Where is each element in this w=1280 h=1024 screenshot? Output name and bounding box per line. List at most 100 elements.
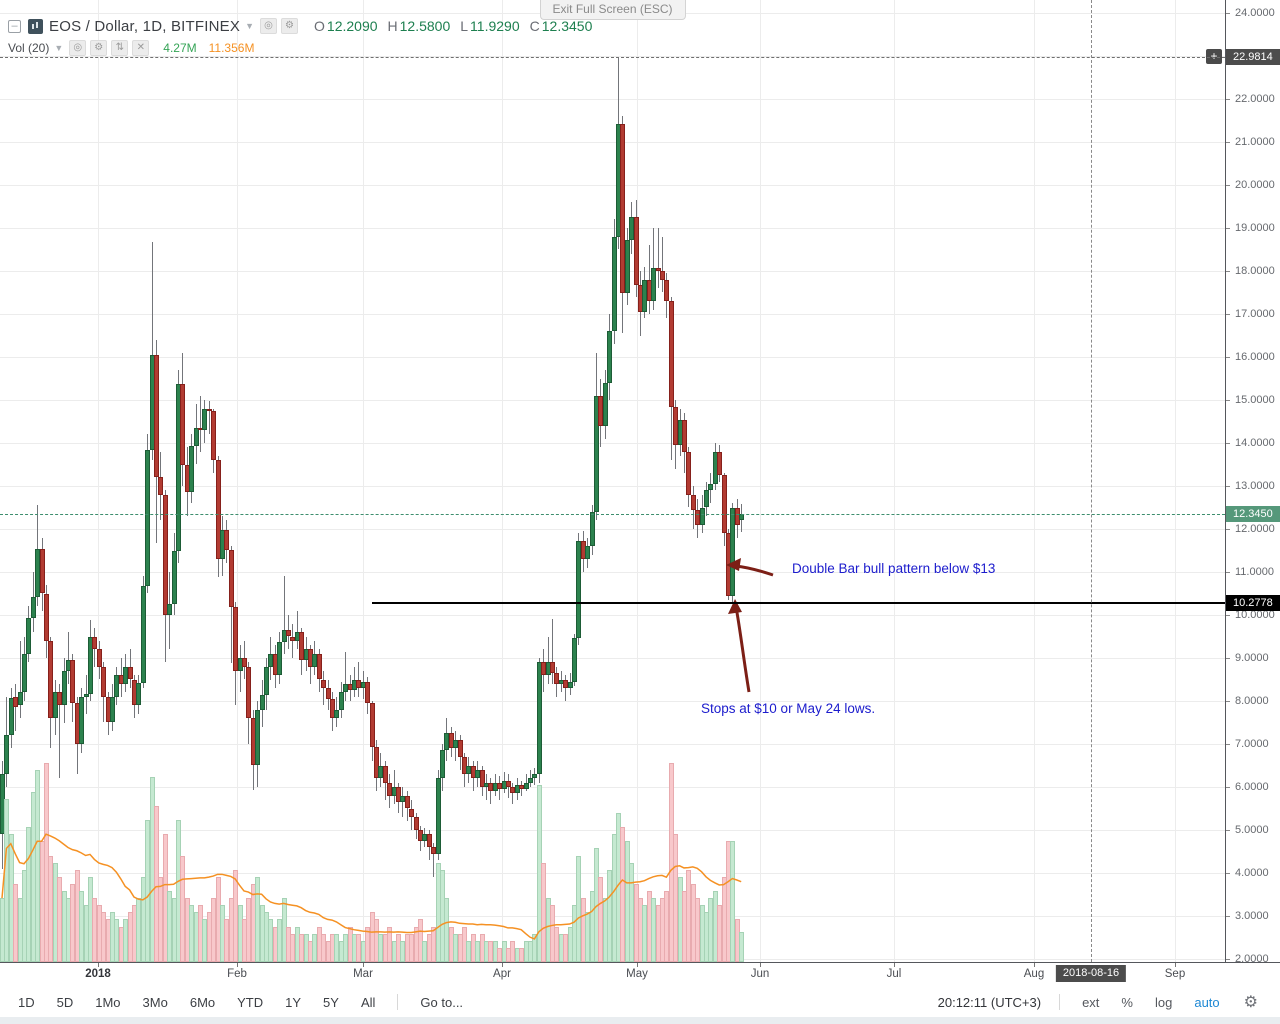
gridline-vertical [1175, 0, 1176, 962]
ohlc-readout: O 12.2090 H 12.5800 L 11.9290 C 12.3450 [314, 18, 593, 34]
time-tick-mark [894, 963, 895, 967]
range-button-all[interactable]: All [360, 994, 376, 1010]
price-tick-label: 17.0000 [1226, 307, 1280, 321]
time-tick-mark [760, 963, 761, 967]
mode-button-log[interactable]: log [1154, 994, 1173, 1010]
candle-up [440, 750, 445, 779]
candle-down [96, 649, 102, 667]
clock[interactable]: 20:12:11 (UTC+3) [937, 994, 1042, 1010]
candle-down [330, 698, 335, 719]
candle-wick [552, 619, 553, 684]
range-button-ytd[interactable]: YTD [237, 994, 264, 1010]
gridline-vertical [760, 0, 761, 962]
alert-price-line[interactable] [0, 56, 1225, 58]
range-button-5y[interactable]: 5Y [323, 994, 339, 1010]
time-tick-mark [502, 963, 503, 967]
gridline-vertical [894, 0, 895, 962]
mode-button-auto[interactable]: auto [1194, 994, 1220, 1010]
gridline-horizontal [0, 443, 1225, 444]
scale-mode-buttons: ext% log auto [1060, 995, 1220, 1010]
candle-up [145, 449, 151, 587]
candle-down [409, 808, 415, 818]
chevron-down-icon[interactable]: ▼ [54, 43, 64, 53]
time-tick-label: Feb [227, 968, 247, 980]
hide-series-icon[interactable]: ◎ [260, 18, 278, 34]
alert-price-label: 22.9814 [1226, 48, 1280, 65]
candle-wick [283, 576, 285, 654]
range-button-1y[interactable]: 1Y [285, 994, 302, 1010]
candle-up [255, 709, 261, 766]
candle-wick [547, 636, 549, 684]
candle-down [413, 817, 419, 830]
candle-down [228, 550, 234, 607]
candle-wick [208, 400, 210, 435]
mode-button-percent[interactable]: % [1121, 994, 1133, 1010]
go-to-button[interactable]: Go to... [420, 994, 464, 1010]
time-tick-mark [363, 963, 364, 967]
range-button-6mo[interactable]: 6Mo [189, 994, 216, 1010]
candle-down [242, 658, 247, 667]
gridline-horizontal [0, 572, 1225, 573]
high-value: 12.5800 [399, 18, 451, 34]
candle-down [682, 420, 687, 452]
series-settings-icon[interactable]: ⚙ [281, 18, 299, 34]
price-axis[interactable]: 2.0000 3.0000 4.0000 5.0000 6.0000 7.0000 8.00… [1225, 0, 1280, 965]
indicator-settings-icon[interactable]: ⚙ [90, 40, 108, 56]
candle-down [48, 640, 54, 719]
chevron-down-icon[interactable]: ▼ [245, 21, 255, 31]
candle-down [369, 703, 375, 747]
candle-up [17, 692, 23, 706]
range-button-1mo[interactable]: 1Mo [95, 994, 121, 1010]
symbol-title[interactable]: EOS / Dollar, 1D, BITFINEX [49, 17, 241, 35]
mode-button-ext[interactable]: ext [1082, 994, 1100, 1010]
time-tick-label: Apr [493, 968, 511, 980]
last-price-label: 12.3450 [1226, 506, 1280, 523]
candle-wick [200, 395, 201, 452]
gridline-horizontal [0, 658, 1225, 659]
candlestick-style-icon [28, 18, 43, 34]
add-alert-plus-button[interactable]: + [1206, 48, 1222, 64]
time-tick-label: Jun [750, 968, 770, 980]
candle-up [708, 484, 714, 491]
exit-fullscreen-tooltip[interactable]: Exit Full Screen (ESC) [539, 0, 686, 20]
candle-up [589, 511, 595, 547]
candle-wick [657, 228, 659, 289]
range-button-5d[interactable]: 5D [56, 994, 74, 1010]
annotation-double-bar-text[interactable]: Double Bar bull pattern below $13 [792, 561, 996, 576]
gridline-horizontal [0, 486, 1225, 487]
candle-down [620, 123, 626, 293]
candle-down [70, 660, 76, 704]
price-tick-label: 3.0000 [1226, 909, 1280, 923]
candle-wick [345, 651, 347, 701]
candle-up [532, 774, 538, 779]
candle-down [554, 673, 560, 684]
range-button-1d[interactable]: 1D [18, 994, 35, 1010]
support-level-line[interactable] [372, 602, 1225, 605]
candle-wick [15, 683, 17, 732]
candle-down [127, 666, 133, 680]
candle-wick [68, 632, 69, 684]
candle-up [202, 409, 208, 431]
collapse-panel-icon[interactable]: – [8, 19, 21, 33]
range-button-3mo[interactable]: 3Mo [142, 994, 168, 1010]
indicator-move-icon[interactable]: ⇅ [111, 40, 129, 56]
gridline-horizontal [0, 615, 1225, 616]
candle-wick [358, 662, 360, 697]
time-tick-label: Mar [353, 968, 373, 980]
candle-wick [486, 774, 487, 800]
candle-down [506, 780, 511, 787]
price-tick-label: 12.0000 [1226, 522, 1280, 536]
gear-icon[interactable]: ⚙ [1243, 994, 1258, 1011]
annotation-stops-text[interactable]: Stops at $10 or May 24 lows. [701, 701, 876, 716]
indicator-title[interactable]: Vol (20) [8, 41, 50, 55]
vertical-date-line[interactable] [1091, 0, 1092, 962]
candle-down [44, 593, 49, 641]
hide-indicator-icon[interactable]: ◎ [69, 40, 87, 56]
gridline-horizontal [0, 529, 1225, 530]
indicator-close-icon[interactable]: ✕ [132, 40, 150, 56]
candle-up [699, 507, 705, 525]
chart-plot-area[interactable]: Exit Full Screen (ESC) – EOS / Dollar, 1… [0, 0, 1225, 962]
volume-value: 4.27M [163, 41, 197, 55]
time-axis[interactable]: 2018 Feb Mar Apr May Jun Jul Aug Sep 2018-08-16 [0, 962, 1280, 988]
